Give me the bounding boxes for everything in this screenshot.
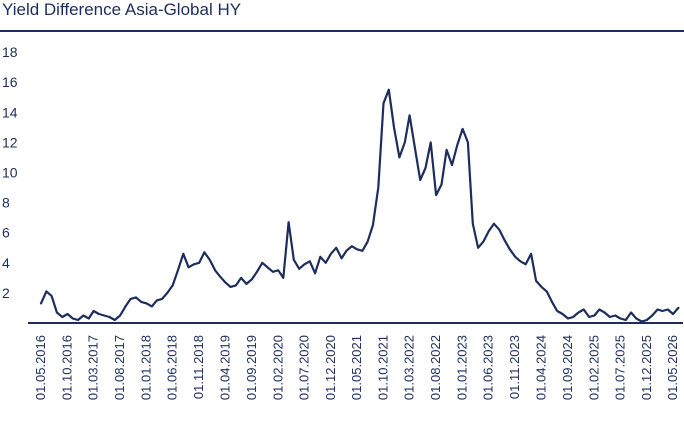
x-tick-label: 01.02.2020	[270, 335, 285, 400]
x-tick-label: 01.07.2025	[612, 335, 627, 400]
title-rule	[0, 30, 684, 32]
x-tick-label: 01.12.2025	[639, 335, 654, 400]
y-tick-label: 2	[2, 285, 10, 301]
x-tick-label: 01.06.2018	[165, 335, 180, 400]
x-tick-label: 01.03.2017	[86, 335, 101, 400]
x-tick-label: 01.08.2017	[112, 335, 127, 400]
x-tick-label: 01.09.2024	[560, 335, 575, 400]
x-tick-label: 01.01.2018	[139, 335, 154, 400]
y-tick-label: 18	[2, 44, 18, 60]
series-line	[39, 88, 680, 323]
x-tick-label: 01.02.2025	[586, 335, 601, 400]
x-tick-label: 01.05.2016	[33, 335, 48, 400]
x-tick-label: 01.07.2020	[296, 335, 311, 400]
x-tick-label: 01.10.2016	[59, 335, 74, 400]
y-tick-label: 10	[2, 165, 18, 181]
y-tick-label: 14	[2, 104, 18, 120]
x-tick-label: 01.04.2024	[533, 335, 548, 400]
x-tick-label: 01.01.2023	[455, 335, 470, 400]
chart-title: Yield Difference Asia-Global HY	[2, 0, 242, 19]
x-axis-tick-labels: 01.05.2016 01.10.2016 01.03.2017 01.08.2017…	[33, 335, 680, 400]
x-tick-label: 01.12.2020	[323, 335, 338, 400]
x-tick-label: 01.10.2021	[375, 335, 390, 400]
y-axis-tick-labels: 2 4 6 8 10 12 14 16 18	[2, 44, 18, 301]
x-tick-label: 01.05.2026	[665, 335, 680, 400]
x-tick-label: 01.04.2019	[217, 335, 232, 400]
x-tick-label: 01.05.2021	[349, 335, 364, 400]
x-tick-label: 01.09.2019	[244, 335, 259, 400]
y-tick-label: 4	[2, 255, 10, 271]
x-tick-label: 01.03.2022	[402, 335, 417, 400]
x-tick-label: 01.11.2018	[191, 335, 206, 399]
x-tick-label: 01.06.2023	[481, 335, 496, 400]
x-tick-label: 01.08.2022	[428, 335, 443, 400]
y-tick-label: 6	[2, 225, 10, 241]
y-tick-label: 16	[2, 74, 18, 90]
y-tick-label: 8	[2, 195, 10, 211]
y-tick-label: 12	[2, 134, 18, 150]
x-tick-label: 01.11.2023	[507, 335, 522, 399]
